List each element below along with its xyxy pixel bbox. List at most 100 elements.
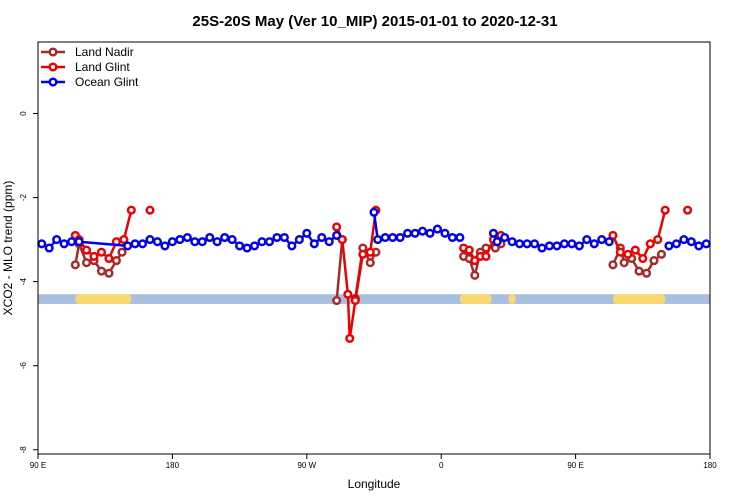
series-line [335, 209, 378, 339]
data-point [343, 289, 353, 299]
data-point [425, 228, 435, 238]
legend-label: Ocean Glint [75, 75, 139, 89]
y-tick-label: -4 [19, 278, 28, 286]
data-point [373, 235, 383, 245]
data-point [488, 228, 499, 238]
x-tick-label: 90 E [30, 461, 46, 470]
data-point [582, 235, 592, 245]
data-point [615, 247, 625, 257]
data-point [249, 241, 260, 251]
data-point [380, 232, 390, 243]
data-point [145, 205, 155, 215]
data-point [455, 232, 465, 243]
data-point [559, 239, 569, 249]
y-tick-label: -2 [19, 193, 28, 201]
land-band [612, 294, 666, 304]
data-point [417, 226, 428, 236]
data-point [324, 237, 334, 247]
data-point [350, 296, 360, 306]
data-point [470, 256, 480, 266]
data-point [552, 241, 562, 251]
data-point [464, 245, 474, 255]
data-point [515, 239, 525, 249]
data-point [589, 239, 599, 249]
data-point [500, 232, 510, 243]
data-point [597, 235, 607, 245]
x-tick-label: 0 [439, 461, 444, 470]
data-point [395, 232, 405, 243]
land-band [459, 294, 492, 304]
land-band [508, 294, 516, 304]
data-point [117, 247, 127, 257]
land-band [75, 294, 132, 304]
axes: 90 E 180 90 W 0 90 E 180 0 -2 -4 -6 -8 [19, 111, 717, 470]
data-point [74, 237, 84, 247]
data-point [317, 232, 327, 243]
data-point [432, 224, 443, 234]
data-point [212, 237, 222, 247]
data-point [332, 296, 342, 306]
data-point [365, 247, 375, 257]
legend-marker [48, 47, 58, 57]
data-point [664, 241, 674, 251]
data-point [137, 239, 148, 249]
data-point [388, 232, 398, 243]
surface-band [38, 294, 710, 304]
data-point [130, 239, 140, 249]
data-point [119, 235, 129, 245]
legend-marker [48, 62, 58, 72]
data-point [96, 247, 107, 257]
data-point [358, 249, 368, 259]
data-point [619, 258, 629, 268]
data-point [645, 239, 655, 249]
data-point [529, 239, 540, 249]
data-point [302, 228, 312, 238]
data-point [623, 249, 633, 259]
data-point [126, 205, 136, 215]
data-point [671, 239, 681, 249]
data-point [67, 237, 77, 247]
x-tick-label: 180 [703, 461, 717, 470]
y-tick-label: -6 [19, 362, 28, 370]
data-point [160, 241, 170, 251]
data-point [507, 237, 517, 247]
data-point [205, 232, 215, 243]
data-point [227, 235, 237, 245]
data-point [235, 241, 245, 251]
data-point [481, 251, 491, 261]
data-point [104, 268, 114, 278]
x-tick-label: 180 [166, 461, 180, 470]
series-land-glint [70, 205, 693, 343]
data-point [447, 232, 457, 243]
data-point [686, 237, 696, 247]
data-point [470, 270, 480, 280]
data-point [522, 239, 532, 249]
y-axis-label: XCO2 - MLO trend (ppm) [1, 181, 15, 316]
data-point [604, 237, 614, 247]
legend-label: Land Glint [75, 60, 130, 74]
plot-frame [37, 41, 711, 455]
data-point [111, 256, 121, 266]
data-point [641, 268, 652, 278]
data-point [182, 232, 192, 243]
data-point [59, 239, 69, 249]
data-point [701, 239, 711, 249]
data-point [70, 260, 80, 270]
series-line [335, 239, 344, 301]
data-point [81, 258, 92, 268]
data-point [81, 245, 92, 255]
x-tick-label: 90 E [567, 461, 583, 470]
data-point [683, 205, 693, 215]
data-point [44, 243, 54, 253]
data-point [287, 241, 297, 251]
legend-marker [48, 77, 58, 87]
series-ocean-glint [37, 207, 711, 253]
data-point [264, 237, 275, 247]
x-tick-label: 90 W [297, 461, 316, 470]
data-point [332, 222, 342, 232]
data-point [679, 235, 689, 245]
data-point [257, 237, 267, 247]
data-point [403, 228, 413, 238]
